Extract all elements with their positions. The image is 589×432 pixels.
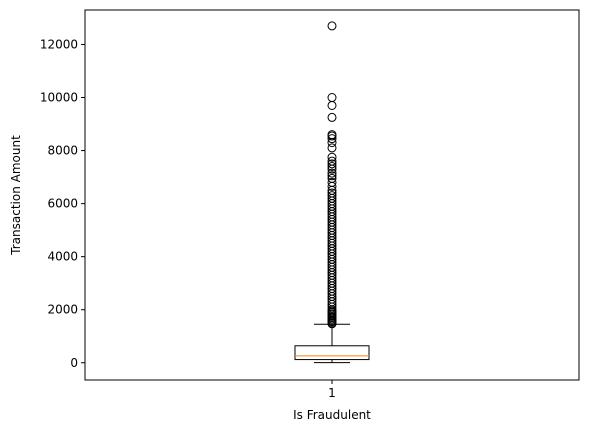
outlier-point	[327, 171, 337, 181]
outlier-point	[327, 319, 337, 329]
outlier-point	[327, 164, 337, 174]
outlier-point	[327, 134, 337, 144]
y-tick-label: 10000	[40, 91, 78, 105]
y-tick-label: 4000	[47, 250, 78, 264]
outlier-point	[327, 131, 337, 141]
outlier-point	[327, 143, 337, 153]
y-tick-label: 12000	[40, 37, 78, 51]
outlier-point	[327, 93, 337, 103]
outlier-point	[327, 138, 337, 148]
outlier-point	[327, 159, 337, 169]
plot-area	[294, 21, 370, 364]
outlier-point	[327, 181, 337, 191]
iqr-box	[294, 345, 370, 361]
y-axis-label: Transaction Amount	[9, 135, 23, 256]
outlier-point	[327, 168, 337, 178]
x-axis: 1	[328, 380, 336, 400]
y-tick-label: 0	[70, 356, 78, 370]
x-tick-label: 1	[328, 386, 336, 400]
y-tick-label: 2000	[47, 303, 78, 317]
outlier-point	[327, 152, 337, 162]
outlier-point	[327, 21, 337, 31]
outlier-point	[327, 161, 337, 171]
y-tick-label: 6000	[47, 197, 78, 211]
y-tick-label: 8000	[47, 144, 78, 158]
outlier-point	[327, 112, 337, 122]
y-axis: 0 2000 4000 6000 8000 10000 12000	[40, 37, 85, 370]
x-axis-label: Is Fraudulent	[293, 408, 371, 422]
outlier-point	[327, 100, 337, 110]
